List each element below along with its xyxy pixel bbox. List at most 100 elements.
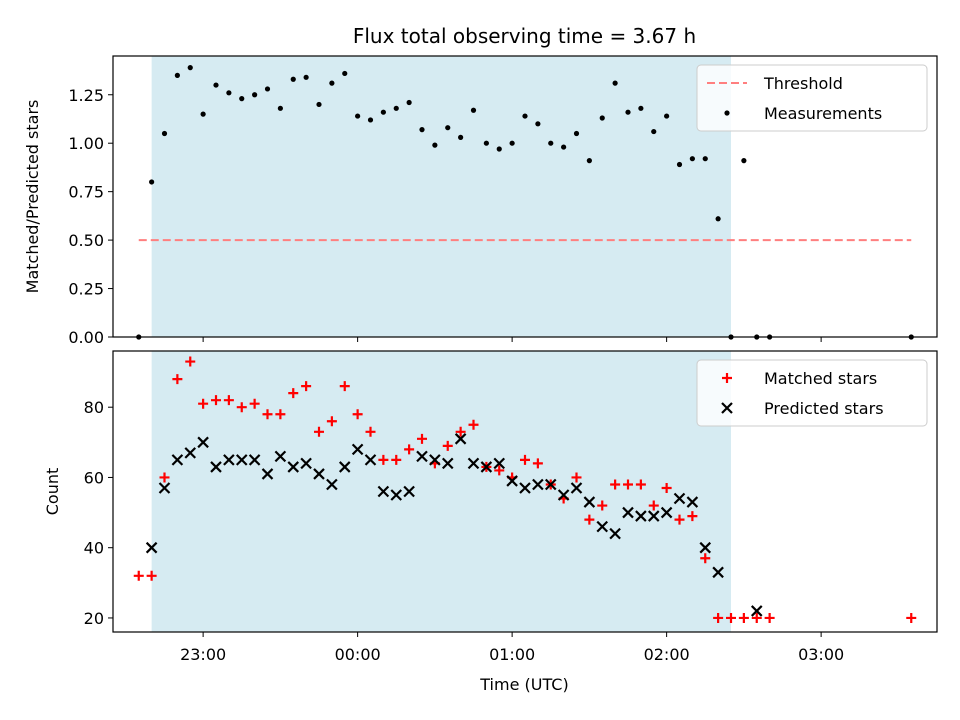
predicted-stars-point (274, 450, 287, 463)
measurement-point (226, 90, 232, 96)
matched-stars-point (223, 395, 234, 406)
predicted-stars-point (351, 443, 364, 456)
predicted-stars-point (622, 506, 634, 519)
matched-stars-point (674, 514, 685, 525)
predicted-stars-point (544, 478, 557, 491)
x-axis-label: Time (UTC) (479, 675, 568, 694)
measurement-point (303, 74, 309, 80)
matched-stars-point (211, 395, 221, 406)
x-tick-label: 23:00 (180, 645, 226, 664)
measurement-point (174, 72, 180, 78)
measurement-point (458, 134, 464, 140)
measurement-point (548, 140, 554, 146)
predicted-stars-point (416, 450, 428, 463)
predicted-stars-point (699, 541, 712, 554)
matched-stars-point (185, 356, 196, 367)
predicted-stars-point (660, 506, 673, 519)
measurement-point (470, 107, 477, 113)
y-tick-label: 0.75 (68, 183, 104, 202)
predicted-stars-point (145, 541, 158, 554)
predicted-stars-point (377, 485, 390, 498)
legend-matched-swatch (722, 373, 732, 383)
x-tick-label: 02:00 (644, 645, 690, 664)
measurement-point (187, 65, 193, 71)
predicted-stars-point (480, 461, 493, 473)
measurement-point (252, 92, 258, 98)
matched-stars-point (314, 426, 324, 437)
measurement-point (535, 121, 541, 127)
measurement-point (483, 140, 489, 146)
matched-stars-point (571, 472, 582, 483)
matched-stars-point (146, 570, 157, 581)
matched-stars-point (352, 409, 363, 420)
measurement-point (367, 117, 374, 123)
matched-stars-point (906, 612, 917, 623)
x-tick-label: 01:00 (489, 645, 535, 664)
matched-stars-point (275, 409, 286, 420)
predicted-stars-point (210, 461, 222, 473)
predicted-stars-point (635, 510, 647, 522)
measurement-point (625, 109, 631, 115)
measurement-point (406, 99, 412, 106)
legend-box (696, 359, 928, 427)
predicted-stars-point (326, 478, 338, 491)
matched-stars-point (249, 398, 260, 409)
predicted-stars-point (506, 475, 518, 487)
measurement-point (445, 125, 451, 131)
matched-stars-point (520, 454, 530, 465)
measurement-point (689, 156, 695, 162)
legend-predicted-swatch (721, 402, 733, 414)
matched-stars-point (661, 482, 672, 493)
predicted-stars-point (158, 482, 171, 494)
x-tick-label: 03:00 (798, 645, 844, 664)
measurement-point (561, 144, 567, 150)
measurement-point (316, 101, 322, 108)
measurement-point (599, 115, 605, 121)
matched-stars-point (494, 465, 505, 476)
matched-stars-point (751, 612, 762, 623)
measurement-point (419, 127, 425, 133)
matched-stars-point (764, 612, 775, 623)
predicted-stars-point (403, 485, 415, 498)
predicted-stars-point (223, 454, 235, 466)
y-tick-label: 40 (84, 539, 104, 558)
measurement-point (702, 156, 708, 162)
matched-stars-point (623, 479, 633, 490)
measurement-point (522, 113, 528, 119)
measurement-point (149, 179, 155, 185)
y-axis-label: Count (43, 468, 62, 516)
predicted-stars-point (338, 461, 351, 473)
matched-stars-point (584, 514, 595, 525)
matched-stars-point (532, 458, 543, 469)
predicted-stars-point (712, 566, 724, 579)
predicted-stars-point (686, 496, 699, 508)
predicted-stars-point (467, 457, 480, 470)
matched-stars-point (713, 612, 724, 623)
chart-title: Flux total observing time = 3.67 h (353, 24, 696, 48)
matched-stars-point (365, 426, 376, 437)
matched-stars-point (404, 444, 415, 455)
legend-label: Predicted stars (764, 399, 884, 418)
matched-stars-point (700, 553, 711, 564)
predicted-stars-point (673, 492, 686, 505)
measurement-point (638, 105, 644, 111)
legend-label: Measurements (764, 104, 882, 123)
predicted-stars-point (583, 496, 596, 508)
predicted-stars-point (570, 482, 583, 494)
predicted-stars-point (647, 510, 660, 522)
predicted-stars-point (171, 454, 184, 466)
measurement-point (277, 105, 283, 111)
matched-stars-point (635, 479, 646, 490)
predicted-stars-point (197, 436, 209, 449)
measurement-point (329, 80, 335, 86)
observing-window-band (151, 56, 731, 337)
predicted-stars-point (235, 454, 248, 466)
predicted-stars-point (557, 489, 570, 501)
y-tick-label: 60 (84, 468, 104, 487)
predicted-stars-point (519, 482, 531, 494)
matched-stars-point (468, 419, 479, 430)
matched-stars-point (236, 402, 247, 413)
measurement-point (264, 86, 271, 92)
measurement-point (664, 113, 670, 119)
measurement-point (651, 128, 657, 135)
